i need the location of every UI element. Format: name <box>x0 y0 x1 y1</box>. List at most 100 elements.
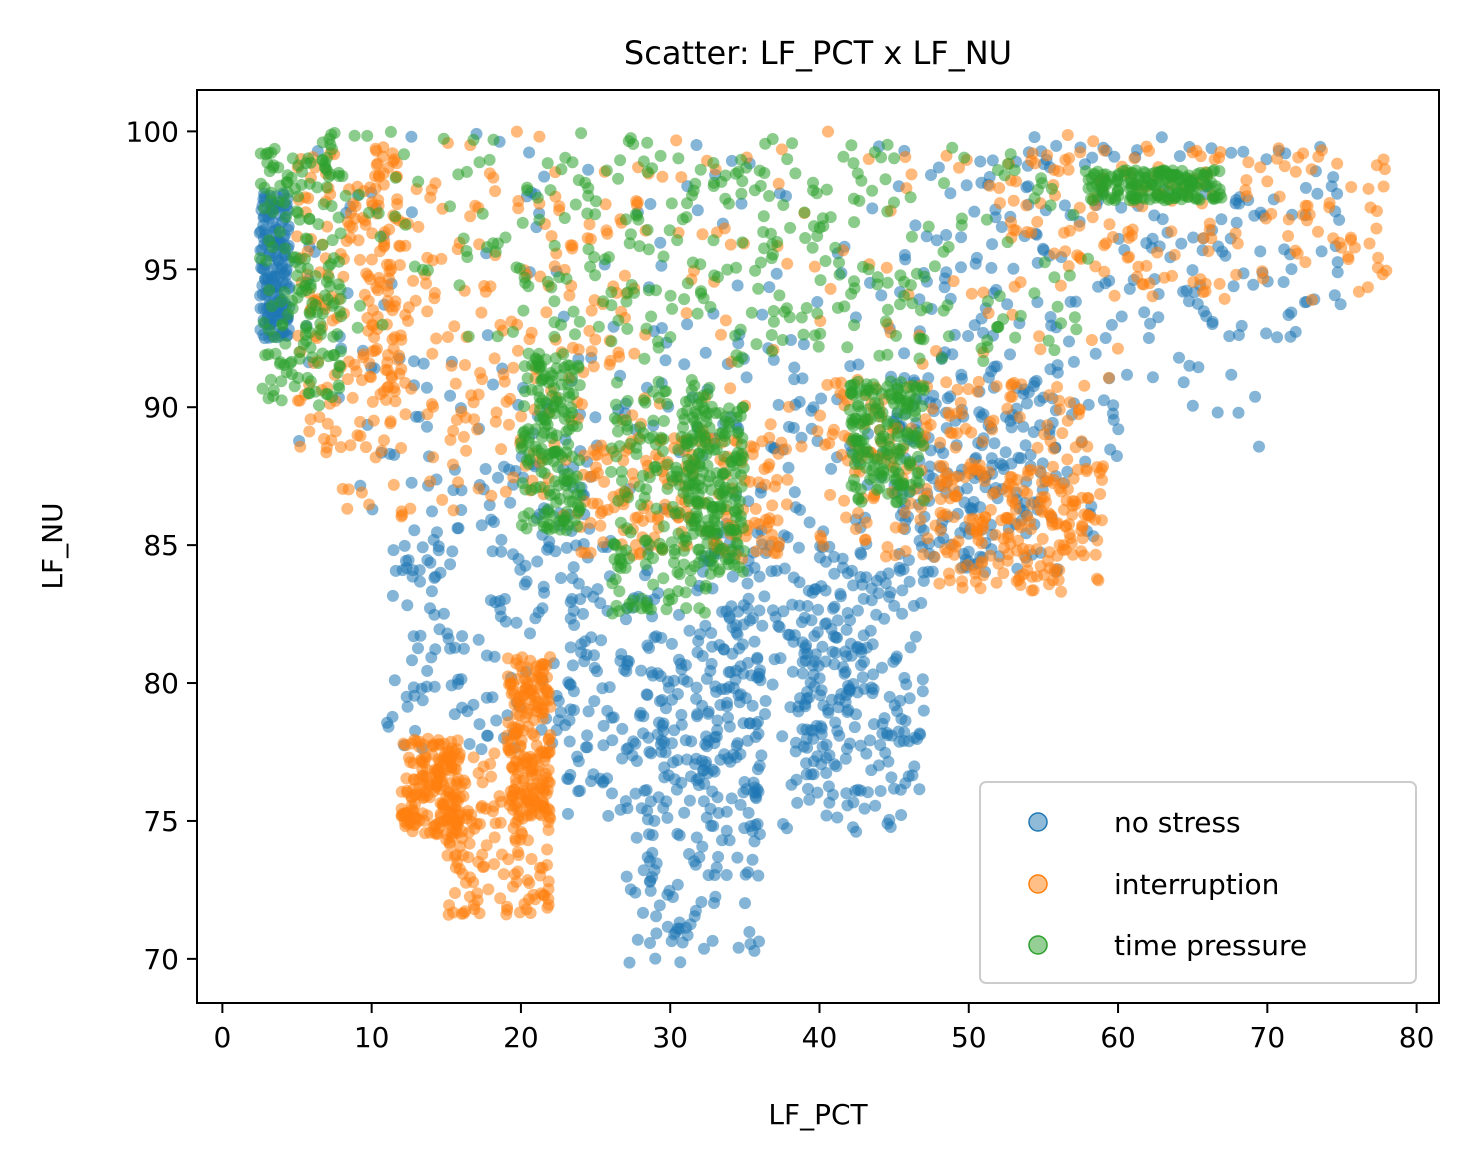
data-point <box>583 324 596 337</box>
data-point <box>995 221 1008 233</box>
data-point <box>374 230 387 243</box>
data-point <box>1017 420 1030 433</box>
data-point <box>724 382 737 395</box>
data-point <box>962 383 975 396</box>
data-point <box>641 223 654 236</box>
data-point <box>542 764 555 776</box>
data-point <box>405 206 418 219</box>
data-point <box>875 289 888 302</box>
data-point <box>562 807 574 820</box>
data-point <box>391 198 404 211</box>
data-point <box>334 283 347 296</box>
data-point <box>1047 442 1060 455</box>
data-point <box>899 777 912 790</box>
data-point <box>786 665 799 678</box>
data-point <box>897 439 910 452</box>
data-point <box>531 191 544 204</box>
data-point <box>694 258 707 271</box>
data-point <box>681 277 694 290</box>
data-point <box>824 211 837 224</box>
data-point <box>322 170 335 183</box>
data-point <box>472 388 485 401</box>
data-point <box>771 547 784 560</box>
data-point <box>784 334 797 346</box>
data-point <box>1081 492 1094 504</box>
data-point <box>997 313 1010 326</box>
data-point <box>427 785 440 798</box>
data-point <box>538 170 551 183</box>
data-point <box>740 371 753 384</box>
data-point <box>1031 215 1044 228</box>
data-point <box>750 338 763 351</box>
data-point <box>1071 463 1084 476</box>
data-point <box>605 286 618 299</box>
data-point <box>254 289 267 302</box>
data-point <box>1328 289 1341 302</box>
data-point <box>475 743 488 756</box>
data-point <box>894 298 906 311</box>
data-point <box>827 602 840 615</box>
data-point <box>856 578 869 591</box>
data-point <box>447 504 460 517</box>
data-point <box>759 695 772 707</box>
data-point <box>949 441 962 454</box>
data-point <box>507 325 519 338</box>
data-point <box>331 328 344 341</box>
data-point <box>981 341 994 353</box>
data-point <box>778 305 791 318</box>
data-point <box>618 269 631 282</box>
data-point <box>372 207 385 220</box>
data-point <box>473 718 486 731</box>
data-point <box>1348 241 1361 254</box>
data-point <box>480 839 493 852</box>
data-point <box>623 237 636 250</box>
data-point <box>938 177 950 190</box>
data-point <box>920 230 933 243</box>
x-tick-label: 20 <box>503 1021 539 1054</box>
data-point <box>734 660 747 673</box>
data-point <box>641 166 654 178</box>
data-point <box>793 395 806 408</box>
data-point <box>344 439 357 452</box>
data-point <box>1325 180 1338 193</box>
data-point <box>320 181 333 194</box>
data-point <box>894 694 907 707</box>
data-point <box>968 205 981 218</box>
data-point <box>671 878 684 891</box>
data-point <box>437 779 450 792</box>
data-point <box>1370 159 1383 172</box>
data-point <box>749 786 762 799</box>
data-point <box>389 210 402 223</box>
data-point <box>1282 230 1295 242</box>
data-point <box>1074 146 1087 159</box>
data-point <box>333 382 346 395</box>
data-point <box>620 665 633 678</box>
data-point <box>523 146 536 159</box>
data-point <box>1299 181 1312 194</box>
data-point <box>1039 496 1052 509</box>
data-point <box>386 710 399 723</box>
data-point <box>553 200 566 213</box>
data-point <box>913 352 926 365</box>
data-point <box>643 745 656 758</box>
data-point <box>488 858 501 871</box>
data-point <box>683 394 696 407</box>
data-point <box>1285 306 1298 319</box>
data-point <box>612 172 625 185</box>
data-point <box>584 233 597 246</box>
data-point <box>839 752 852 765</box>
data-point <box>906 297 919 310</box>
data-point <box>665 197 678 210</box>
data-point <box>802 782 814 795</box>
data-point <box>400 784 413 797</box>
data-point <box>279 337 292 350</box>
data-point <box>1190 144 1203 157</box>
data-point <box>757 210 770 223</box>
data-point <box>274 295 287 308</box>
data-point <box>365 253 378 266</box>
data-point <box>472 482 485 495</box>
data-point <box>577 607 589 620</box>
data-point <box>1166 269 1178 282</box>
data-point <box>668 773 681 786</box>
data-point <box>808 220 820 233</box>
